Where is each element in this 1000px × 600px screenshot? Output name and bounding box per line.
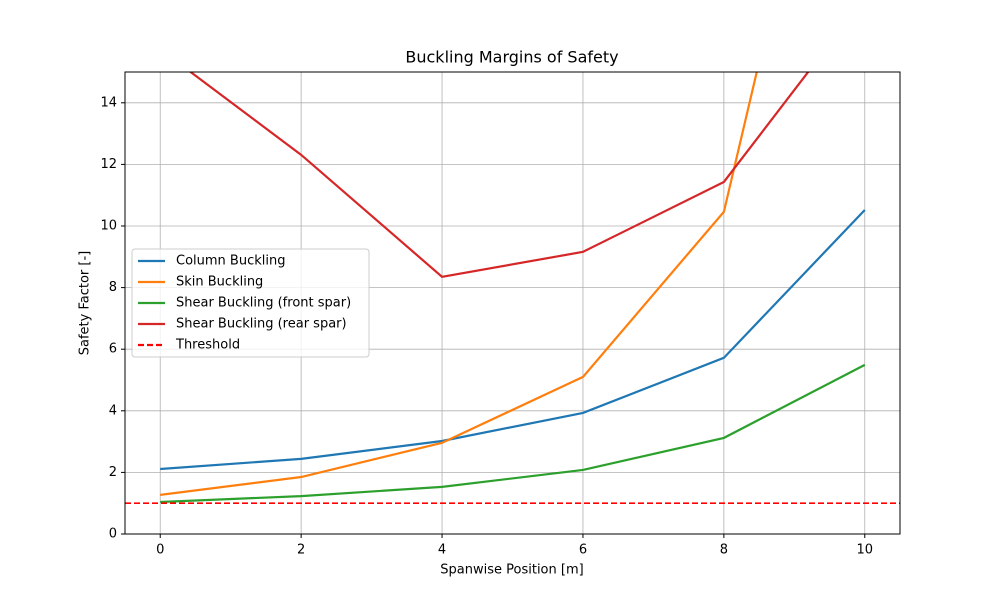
- chart-title: Buckling Margins of Safety: [405, 48, 618, 67]
- y-tick-label: 4: [109, 403, 117, 418]
- legend-label: Shear Buckling (rear spar): [176, 317, 347, 332]
- legend-label: Column Buckling: [176, 254, 285, 269]
- series-line: [188, 72, 810, 278]
- y-tick-label: 8: [109, 280, 117, 295]
- x-tick-label: 0: [156, 543, 164, 558]
- x-tick-label: 10: [856, 543, 873, 558]
- y-tick-label: 2: [109, 465, 117, 480]
- plot-lines: [125, 72, 900, 505]
- series-line: [160, 72, 758, 496]
- y-tick-label: 0: [109, 527, 117, 542]
- plot-frame: [124, 71, 901, 535]
- y-tick-label: 10: [100, 219, 117, 234]
- y-axis-label: Safety Factor [-]: [78, 251, 93, 355]
- legend-label: Shear Buckling (front spar): [176, 296, 351, 311]
- x-tick-label: 6: [579, 543, 587, 558]
- x-axis-label: Spanwise Position [m]: [440, 563, 583, 578]
- y-tick-label: 12: [100, 157, 117, 172]
- legend: [131, 248, 370, 358]
- legend-label: Skin Buckling: [176, 275, 263, 290]
- x-tick-label: 2: [297, 543, 305, 558]
- y-tick-label: 6: [109, 342, 117, 357]
- series-line: [160, 363, 866, 504]
- legend-label: Threshold: [175, 338, 240, 353]
- x-tick-label: 8: [720, 543, 728, 558]
- x-tick-label: 4: [438, 543, 446, 558]
- series-line: [160, 209, 866, 471]
- y-tick-label: 14: [100, 95, 117, 110]
